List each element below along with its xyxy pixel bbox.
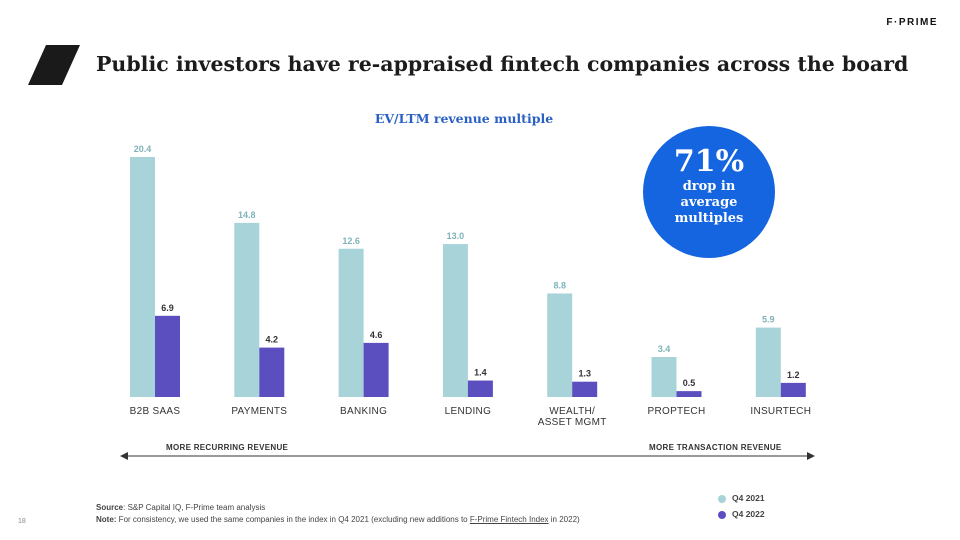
bar-wealth-asset-mgmt-q4-2022: [572, 381, 598, 397]
bar-payments-q4-2022: [259, 347, 285, 397]
legend-item-q4-2021: Q4 2021: [718, 493, 765, 503]
value-label-q4-2022: 0.5: [683, 378, 696, 388]
bar-b2b-saas-q4-2021: [130, 157, 155, 397]
value-label-q4-2022: 6.9: [161, 303, 174, 313]
double-arrow-icon: [120, 452, 815, 460]
callout-text: drop in average multiples: [674, 179, 744, 226]
value-label-q4-2021: 14.8: [238, 210, 256, 220]
axis-annotation-right: MORE TRANSACTION REVENUE: [649, 443, 782, 452]
page-number: 18: [18, 518, 26, 525]
category-label: ASSET MGMT: [538, 417, 607, 428]
brand-logo-parallelogram: [28, 45, 80, 85]
note-text: For consistency, we used the same compan…: [116, 515, 470, 524]
legend-swatch-q4-2021: [718, 494, 726, 503]
bar-proptech-q4-2021: [651, 357, 677, 397]
source-note: Source: S&P Capital IQ, F-Prime team ana…: [96, 503, 265, 512]
source-text: : S&P Capital IQ, F-Prime team analysis: [123, 503, 266, 512]
page-title: Public investors have re-appraised finte…: [96, 52, 909, 76]
category-label: PROPTECH: [648, 406, 706, 417]
legend-label-q4-2021: Q4 2021: [732, 493, 765, 503]
callout-circle: 71% drop in average multiples: [643, 126, 775, 258]
value-label-q4-2022: 4.2: [266, 335, 279, 345]
bar-banking-q4-2022: [363, 342, 389, 397]
bar-payments-q4-2021: [234, 222, 260, 397]
category-label: INSURTECH: [750, 406, 811, 417]
category-label: LENDING: [445, 406, 492, 417]
bar-banking-q4-2021: [338, 248, 364, 397]
value-label-q4-2021: 3.4: [658, 344, 671, 354]
bar-wealth-asset-mgmt-q4-2021: [547, 293, 573, 397]
legend-item-q4-2022: Q4 2022: [718, 509, 765, 519]
value-label-q4-2022: 1.3: [578, 369, 591, 379]
legend-swatch-q4-2022: [718, 510, 726, 519]
brand-name: F·PRIME: [886, 17, 938, 28]
value-label-q4-2021: 8.8: [553, 280, 566, 290]
bar-insurtech-q4-2021: [755, 327, 781, 397]
value-label-q4-2021: 13.0: [447, 231, 465, 241]
note-label: Note:: [96, 515, 117, 524]
bar-proptech-q4-2022: [676, 391, 702, 397]
value-label-q4-2022: 1.2: [787, 370, 800, 380]
source-label: Source: [96, 503, 124, 512]
axis-annotation-left: MORE RECURRING REVENUE: [166, 443, 289, 452]
bar-lending-q4-2022: [467, 380, 493, 397]
value-label-q4-2021: 12.6: [342, 236, 360, 246]
bar-b2b-saas-q4-2022: [155, 315, 180, 397]
category-label: WEALTH/: [549, 406, 595, 417]
note-end: in 2022): [548, 515, 580, 524]
value-label-q4-2022: 4.6: [370, 330, 383, 340]
category-label: BANKING: [340, 406, 387, 417]
bar-lending-q4-2021: [442, 244, 468, 397]
bar-insurtech-q4-2022: [780, 382, 806, 397]
category-label: PAYMENTS: [231, 406, 287, 417]
legend-label-q4-2022: Q4 2022: [732, 509, 765, 519]
fintech-index-link[interactable]: F-Prime Fintech Index: [469, 515, 549, 524]
value-label-q4-2021: 5.9: [762, 315, 775, 325]
footnote: Note: For consistency, we used the same …: [96, 515, 580, 524]
chart-title: EV/LTM revenue multiple: [374, 111, 554, 126]
value-label-q4-2021: 20.4: [134, 144, 152, 154]
callout-percent: 71%: [673, 144, 745, 179]
value-label-q4-2022: 1.4: [474, 368, 487, 378]
category-label: B2B SAAS: [130, 406, 181, 417]
